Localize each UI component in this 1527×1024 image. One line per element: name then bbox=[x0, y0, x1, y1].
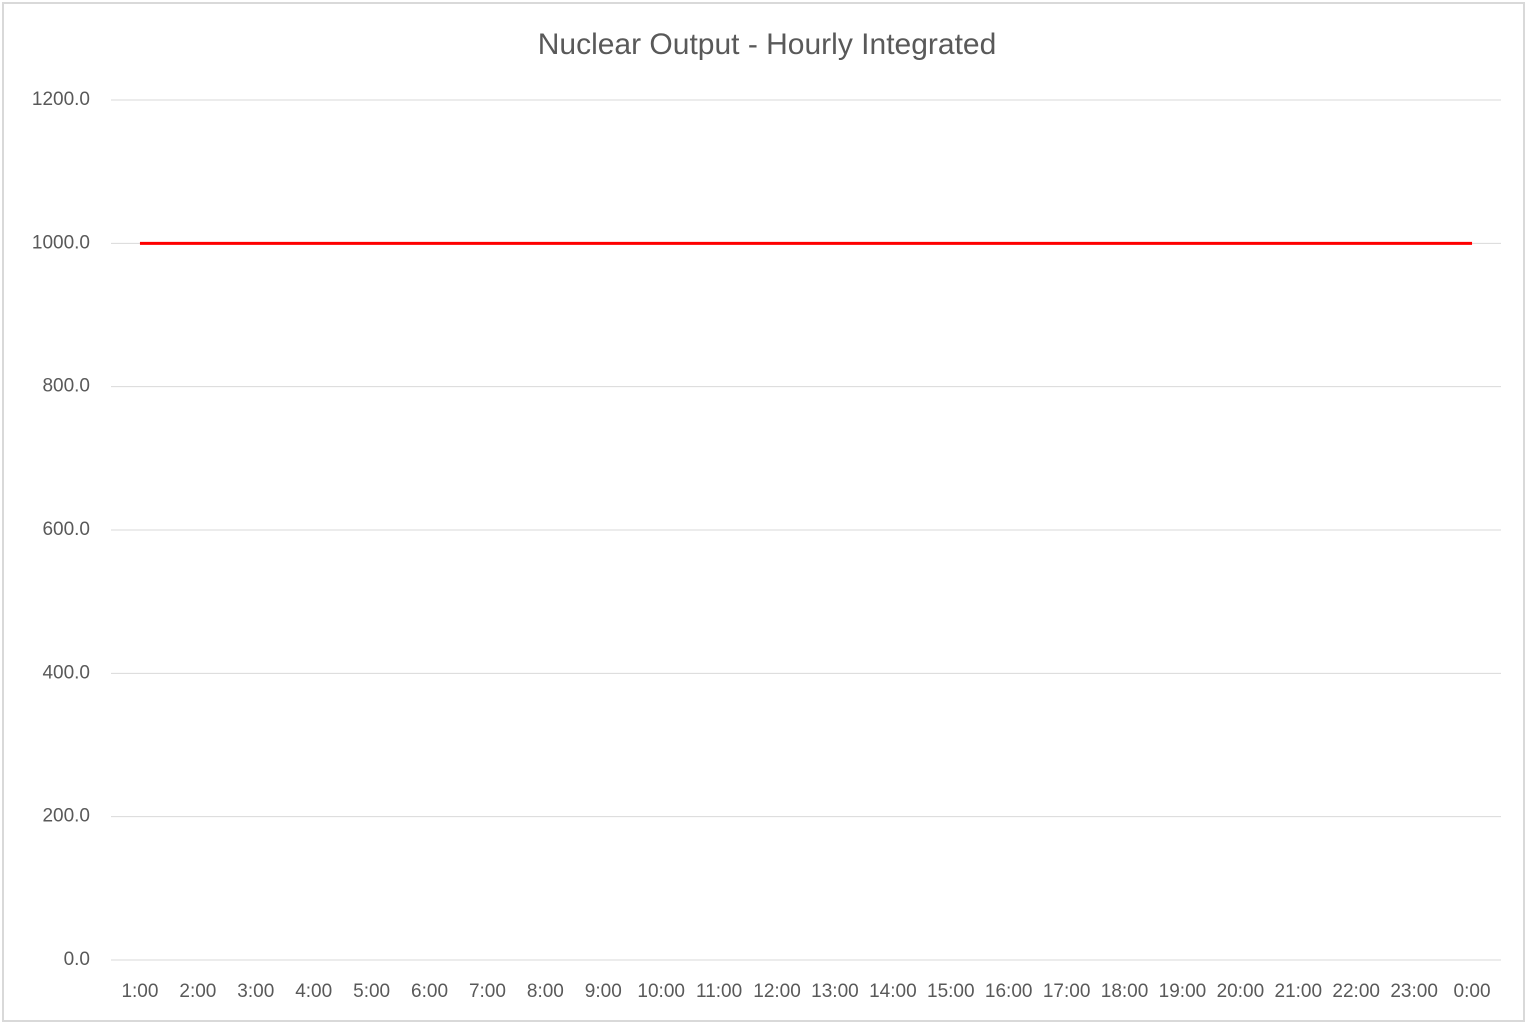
y-tick-label: 600.0 bbox=[42, 519, 90, 540]
x-tick-label: 7:00 bbox=[469, 981, 506, 1002]
x-tick-label: 2:00 bbox=[179, 981, 216, 1002]
y-tick-label: 1200.0 bbox=[32, 89, 90, 110]
x-tick-label: 0:00 bbox=[1454, 981, 1491, 1002]
y-tick-label: 800.0 bbox=[42, 376, 90, 397]
x-tick-label: 10:00 bbox=[637, 981, 685, 1002]
x-tick-label: 12:00 bbox=[753, 981, 801, 1002]
x-tick-label: 4:00 bbox=[295, 981, 332, 1002]
x-tick-label: 20:00 bbox=[1217, 981, 1265, 1002]
chart-title: Nuclear Output - Hourly Integrated bbox=[538, 28, 997, 61]
y-tick-label: 1000.0 bbox=[32, 232, 90, 253]
x-tick-label: 15:00 bbox=[927, 981, 975, 1002]
x-tick-label: 19:00 bbox=[1159, 981, 1207, 1002]
x-tick-label: 3:00 bbox=[237, 981, 274, 1002]
x-tick-label: 5:00 bbox=[353, 981, 390, 1002]
x-tick-label: 21:00 bbox=[1275, 981, 1323, 1002]
x-tick-label: 13:00 bbox=[811, 981, 859, 1002]
y-tick-label: 0.0 bbox=[64, 949, 90, 970]
y-tick-label: 200.0 bbox=[42, 806, 90, 827]
x-tick-label: 14:00 bbox=[869, 981, 917, 1002]
x-tick-label: 9:00 bbox=[585, 981, 622, 1002]
x-tick-label: 22:00 bbox=[1332, 981, 1380, 1002]
x-tick-label: 23:00 bbox=[1390, 981, 1438, 1002]
x-tick-label: 11:00 bbox=[696, 981, 742, 1002]
x-tick-label: 6:00 bbox=[411, 981, 448, 1002]
x-tick-label: 8:00 bbox=[527, 981, 564, 1002]
x-tick-label: 16:00 bbox=[985, 981, 1033, 1002]
y-tick-label: 400.0 bbox=[42, 662, 90, 683]
x-tick-label: 17:00 bbox=[1043, 981, 1091, 1002]
x-tick-label: 18:00 bbox=[1101, 981, 1149, 1002]
x-tick-label: 1:00 bbox=[121, 981, 158, 1002]
